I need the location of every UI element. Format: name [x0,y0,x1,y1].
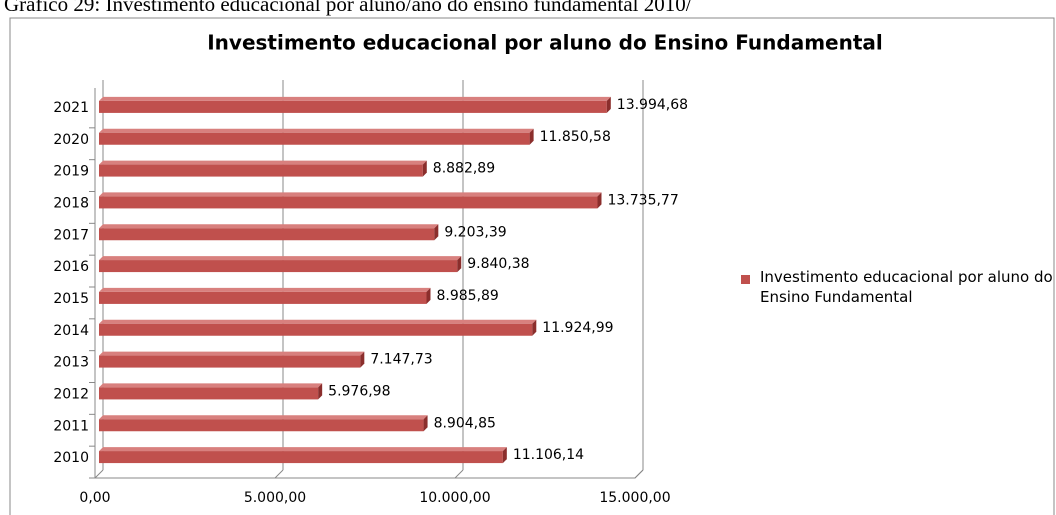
x-tick-label: 5.000,00 [244,490,306,506]
data-label: 8.985,89 [436,288,498,304]
data-label: 7.147,73 [370,352,432,368]
data-label: 9.203,39 [444,224,506,240]
bar [99,387,319,400]
data-label: 9.840,38 [467,256,529,272]
bar-end [426,287,431,304]
data-label: 13.994,68 [617,97,688,113]
bar-top [99,128,534,133]
bar-end [434,224,439,241]
bar-end [423,415,428,432]
bar [99,323,533,336]
y-tick-label: 2020 [53,132,89,148]
bar-top [99,256,462,261]
grid-floor [454,469,464,479]
x-tick-label: 10.000,00 [419,490,490,506]
x-tick-label: 0,00 [79,490,110,506]
bar [99,100,607,113]
bar-end [606,96,611,113]
data-label: 8.882,89 [433,161,495,177]
bar-end [360,351,365,368]
bar [99,260,458,273]
bar-end [597,192,602,209]
bar-end [532,319,537,336]
bar-top [99,287,431,292]
grid-floor [94,469,104,479]
y-tick-label: 2014 [53,323,89,339]
bar [99,132,530,145]
data-label: 8.904,85 [434,415,496,431]
y-tick-label: 2016 [53,259,89,275]
bar-top [99,224,439,229]
bar-top [99,415,428,420]
data-label: 11.106,14 [513,447,584,463]
y-tick-label: 2017 [53,227,89,243]
y-tick-label: 2015 [53,291,89,307]
bar [99,228,435,241]
bar-end [502,447,507,464]
caption: Gráfico 29: Investimento educacional por… [4,0,692,16]
bar-top [99,447,507,452]
y-tick-label: 2018 [53,195,89,211]
y-tick-label: 2010 [53,450,89,466]
legend-label: Investimento educacional por aluno do En… [760,268,1053,306]
bar [99,419,424,432]
bar-end [457,256,462,273]
bar-top [99,192,602,197]
chart-title: Investimento educacional por aluno do En… [207,31,883,55]
data-label: 11.850,58 [540,129,611,145]
data-label: 11.924,99 [542,320,613,336]
y-tick-label: 2019 [53,164,89,180]
bar [99,291,427,304]
y-tick-label: 2021 [53,100,89,116]
x-tick-label: 15.000,00 [599,490,670,506]
bar-end [529,128,534,145]
bar-top [99,383,323,388]
bar [99,164,423,177]
y-tick-label: 2011 [53,418,89,434]
bar [99,355,361,368]
grid-floor [274,469,284,479]
bar-end [318,383,323,400]
bar-top [99,160,427,165]
data-label: 5.976,98 [328,383,390,399]
bar [99,451,503,464]
bar-end [422,160,427,177]
bar [99,196,598,209]
grid-floor [634,469,644,479]
y-tick-label: 2013 [53,355,89,371]
bar-top [99,319,537,324]
bar-top [99,351,365,356]
data-label: 13.735,77 [607,192,678,208]
legend-swatch [741,275,750,284]
y-tick-label: 2012 [53,386,89,402]
bar-top [99,96,611,101]
